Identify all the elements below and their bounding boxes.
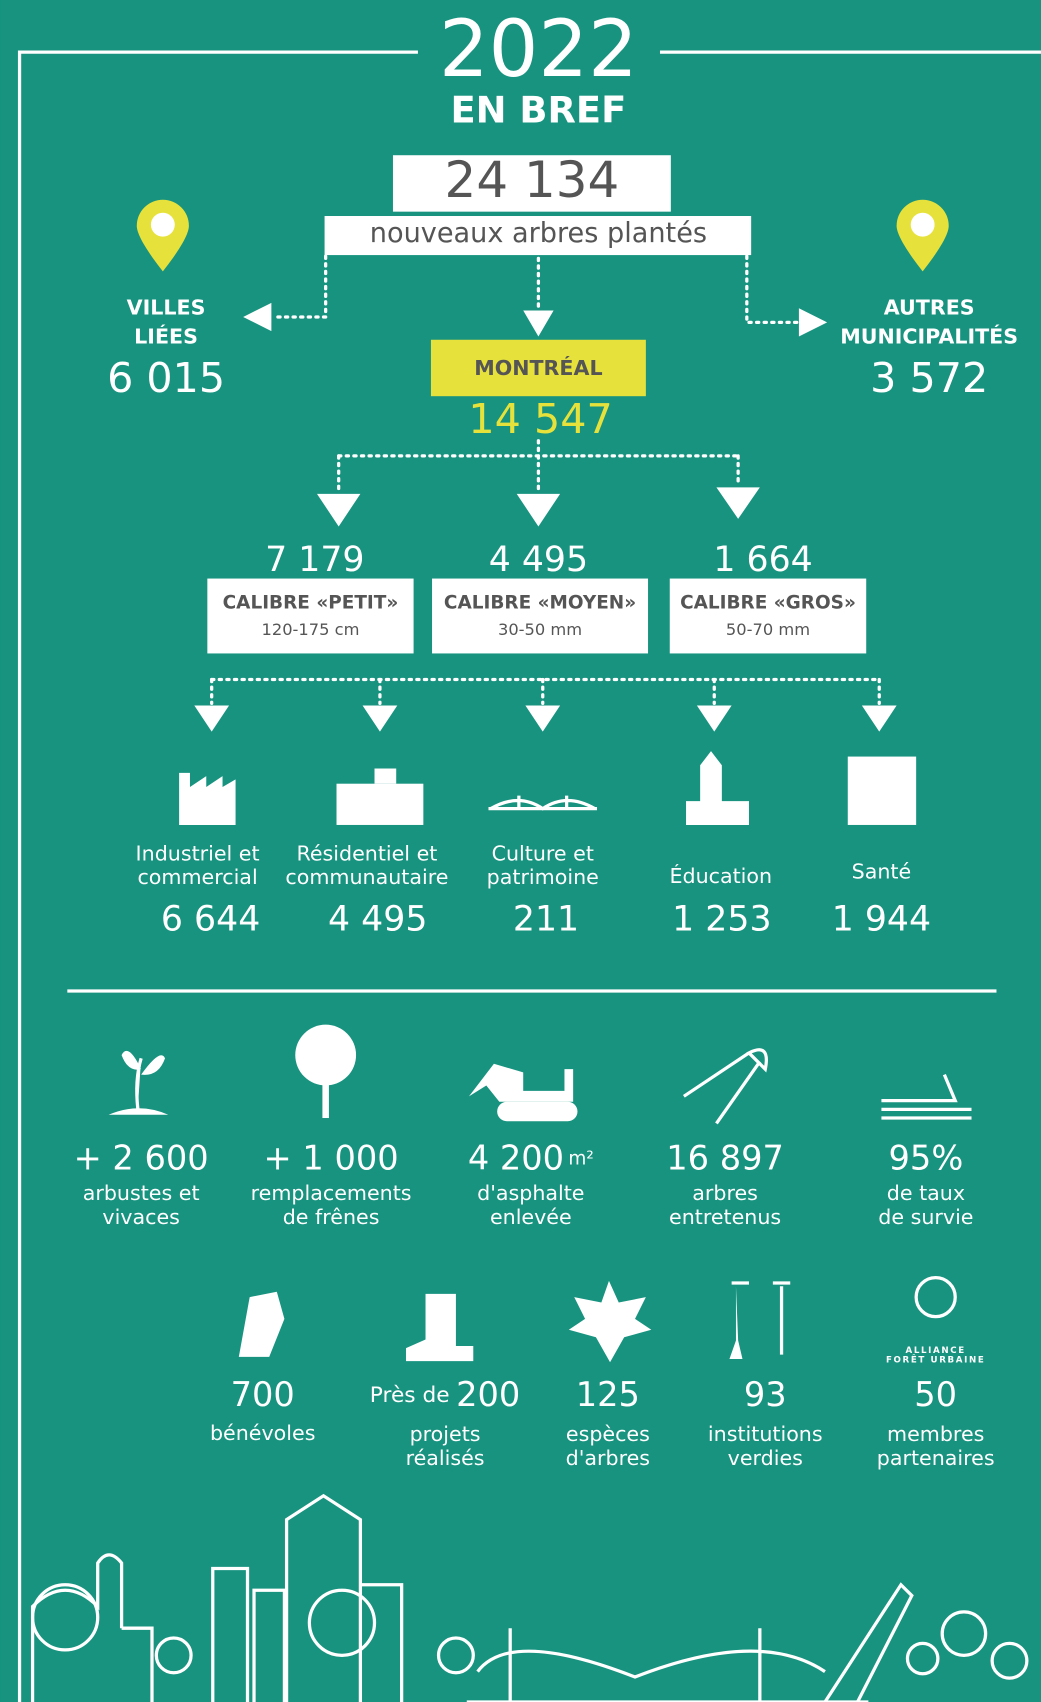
sector-label: Éducation (669, 863, 772, 888)
calibre-size: 50-70 mm (726, 620, 810, 639)
calibre-label: CALIBRE «PETIT» (223, 593, 399, 614)
stat-label: d'arbres (566, 1446, 650, 1470)
calibre-value: 1 664 (713, 540, 812, 580)
stat-value: 95% (889, 1138, 964, 1177)
logo-text: ALLIANCE (906, 1346, 966, 1356)
stat-label: projets (410, 1422, 481, 1446)
calibre-label: CALIBRE «GROS» (680, 593, 856, 614)
stat-value: 16 897 (666, 1138, 784, 1177)
calibre-value: 7 179 (265, 540, 364, 580)
total-value: 24 134 (445, 151, 620, 209)
connectors (194, 254, 897, 732)
sector-label: Culture et (492, 841, 594, 865)
stat-value: 50 (914, 1374, 957, 1413)
stat-number: 125 (576, 1374, 640, 1413)
stat-label: espèces (566, 1422, 650, 1446)
stat-label: institutions (708, 1422, 823, 1446)
sector-value: 1 253 (672, 899, 771, 939)
sector-value: 211 (513, 899, 579, 939)
sector-value: 1 944 (832, 899, 931, 939)
stat-label: arbres (692, 1181, 758, 1205)
calibre-value: 4 495 (489, 540, 588, 580)
sector-value: 6 644 (161, 899, 260, 939)
region-value: 3 572 (870, 354, 988, 402)
stat-value: 93 (744, 1374, 787, 1413)
year: 2022 (439, 4, 638, 95)
region-label: AUTRES (884, 295, 975, 319)
stat-label: partenaires (877, 1446, 995, 1470)
stat-label: de taux (887, 1181, 965, 1205)
stat-number: 16 897 (666, 1138, 784, 1177)
stat-number: 50 (914, 1374, 957, 1413)
stat-number: + 2 600 (74, 1138, 209, 1177)
calibre-box (669, 578, 867, 654)
region-value: 6 015 (107, 354, 225, 402)
stat-label: entretenus (669, 1205, 781, 1229)
stat-label: de frênes (283, 1205, 380, 1229)
frame (17, 50, 1041, 1702)
calibre-size: 30-50 mm (498, 620, 582, 639)
stat-label: réalisés (406, 1446, 485, 1470)
stat-number: 200 (456, 1374, 520, 1413)
logo-text: FORÊT URBAINE (886, 1354, 985, 1366)
montreal-box (430, 339, 646, 397)
stat-value: + 1 000 (264, 1138, 399, 1177)
stat-number: 4 200 (468, 1138, 564, 1177)
sector-label: commercial (137, 865, 257, 889)
stat-unit: m² (568, 1148, 593, 1169)
calibre-label: CALIBRE «MOYEN» (444, 593, 636, 614)
calibre-size: 120-175 cm (262, 620, 360, 639)
stat-label: enlevée (490, 1205, 572, 1229)
total-label: nouveaux arbres plantés (370, 218, 707, 249)
stat-label: vivaces (102, 1205, 179, 1229)
stat-value: 125 (576, 1374, 640, 1413)
sector-label: patrimoine (487, 865, 599, 889)
stat-value: 700 (231, 1374, 295, 1413)
stat-label: bénévoles (210, 1421, 315, 1445)
sector-label: communautaire (285, 865, 448, 889)
sector-label: Santé (852, 860, 912, 884)
stat-label: remplacements (251, 1181, 412, 1205)
stat-label: d'asphalte (477, 1181, 584, 1205)
stat-label: arbustes et (83, 1181, 200, 1205)
stat-label: de survie (878, 1205, 973, 1229)
calibre-box (207, 578, 414, 654)
stat-number: 93 (744, 1374, 787, 1413)
region-label: LIÉES (134, 324, 198, 349)
stat-number: 95% (889, 1138, 964, 1177)
stat-label: membres (887, 1422, 984, 1446)
stat-value: + 2 600 (74, 1138, 209, 1177)
subtitle: EN BREF (450, 88, 626, 131)
stat-value: Près de 200 (370, 1374, 520, 1413)
stat-value: 4 200 m² (468, 1138, 594, 1177)
region-label: VILLES (127, 295, 206, 319)
icons (108, 751, 972, 1363)
total-label-box (324, 216, 752, 256)
total-box (392, 155, 671, 212)
stat-label: verdies (728, 1446, 803, 1470)
stat-number: 700 (231, 1374, 295, 1413)
region-label: MUNICIPALITÉS (840, 324, 1018, 349)
sector-label: Résidentiel et (296, 841, 437, 865)
sector-label: Industriel et (136, 841, 260, 865)
calibre-box (432, 578, 649, 654)
sector-value: 4 495 (328, 899, 427, 939)
region-label: MONTRÉAL (474, 355, 602, 380)
skyline (30, 1493, 1029, 1702)
region-value: 14 547 (468, 395, 612, 443)
pins (136, 199, 949, 272)
stat-number: + 1 000 (264, 1138, 399, 1177)
stat-prefix: Près de (370, 1383, 450, 1408)
